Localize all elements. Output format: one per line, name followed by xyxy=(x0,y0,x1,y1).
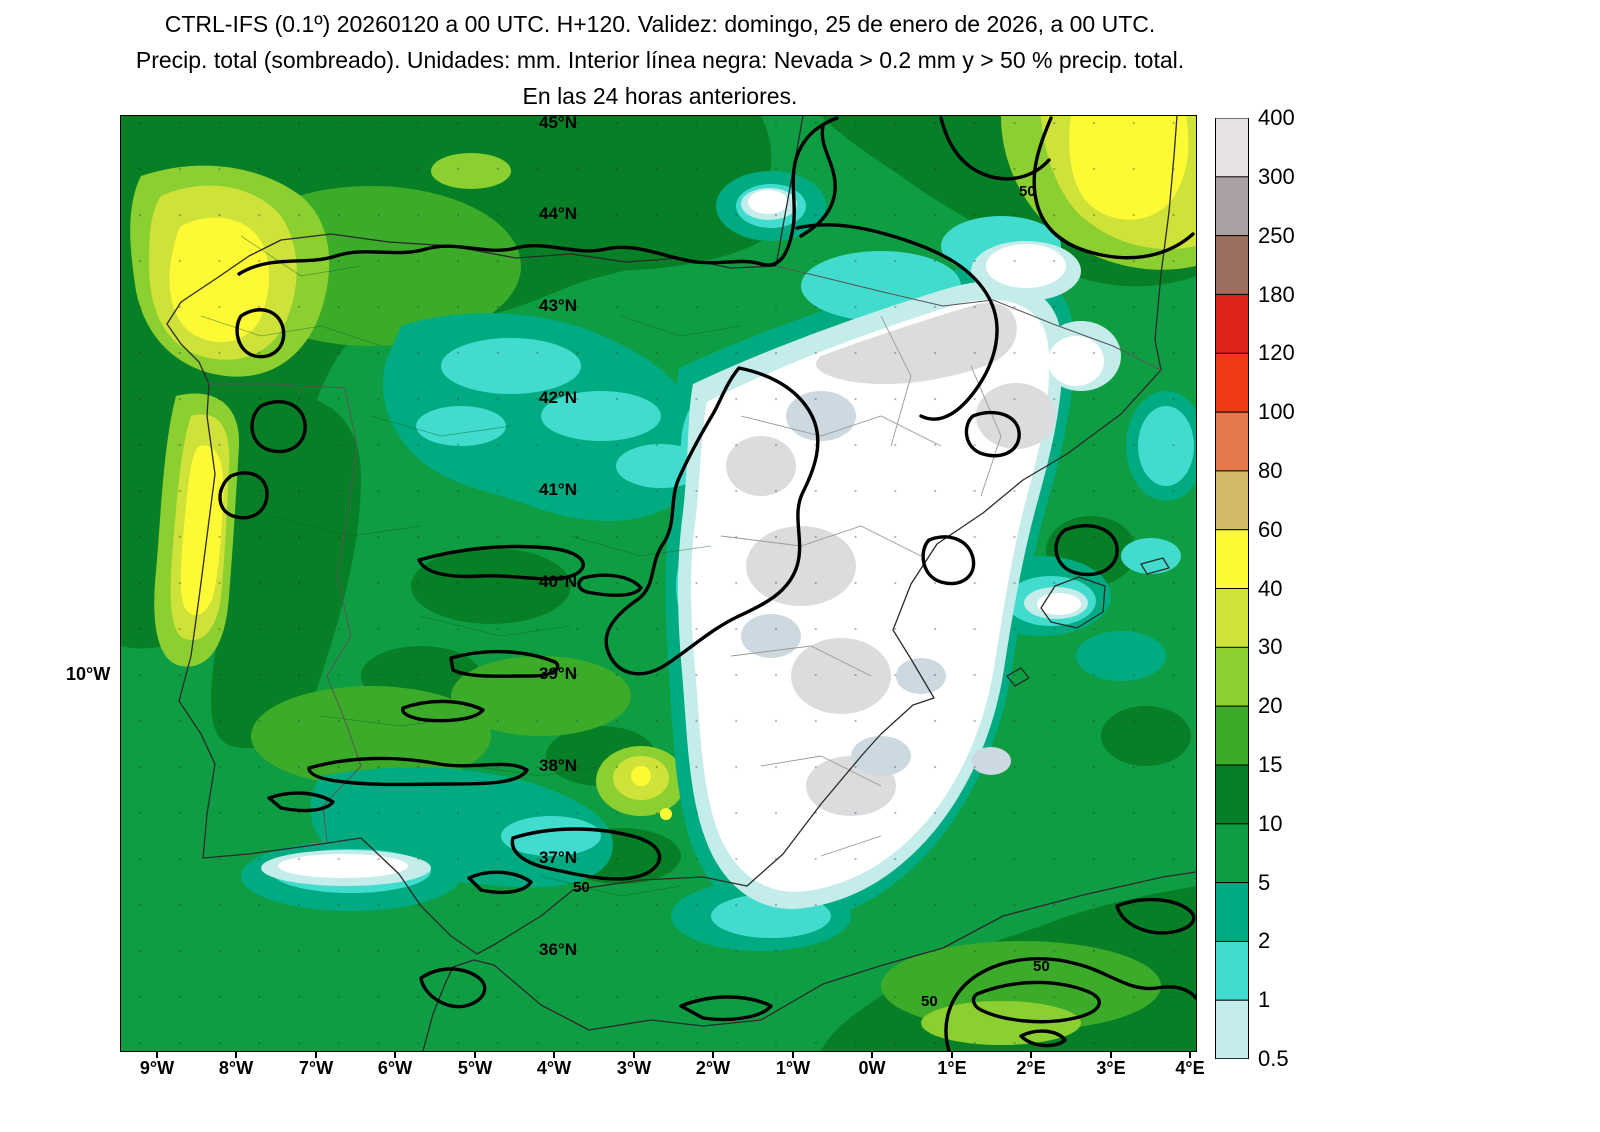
colorbar-segment xyxy=(1215,470,1249,531)
lat-label-44n: 44°N xyxy=(539,204,577,223)
contour-label-50: 50 xyxy=(1019,183,1036,200)
axis-tick xyxy=(553,1051,555,1058)
colorbar-segment xyxy=(1215,999,1249,1060)
lon-label-4w: 4°W xyxy=(536,1058,572,1078)
lon-label-6w: 6°W xyxy=(377,1058,413,1078)
title-line-3: En las 24 horas anteriores. xyxy=(522,83,798,109)
axis-tick xyxy=(1189,1051,1191,1058)
title-line-2: Precip. total (sombreado). Unidades: mm.… xyxy=(135,47,1185,73)
colorbar-segment xyxy=(1215,117,1249,178)
colorbar-scale xyxy=(1215,117,1249,1060)
axis-tick xyxy=(792,1051,794,1058)
colorbar-segment xyxy=(1215,823,1249,884)
colorbar-label: 1 xyxy=(1258,987,1271,1012)
colorbar-label: 400 xyxy=(1258,105,1295,130)
colorbar-segment xyxy=(1215,882,1249,943)
colorbar-label: 120 xyxy=(1258,340,1295,365)
lat-label-37n: 37°N xyxy=(539,848,577,867)
colorbar xyxy=(1215,117,1249,1060)
lon-label-9w: 9°W xyxy=(139,1058,175,1078)
axis-tick xyxy=(871,1051,873,1058)
colorbar-segment xyxy=(1215,940,1249,1001)
axis-tick xyxy=(712,1051,714,1058)
lon-label-8w: 8°W xyxy=(218,1058,254,1078)
lon-label-5w: 5°W xyxy=(457,1058,493,1078)
contour-label-50: 50 xyxy=(1033,958,1050,975)
lon-label-7w: 7°W xyxy=(298,1058,334,1078)
axis-tick xyxy=(156,1051,158,1058)
colorbar-label: 40 xyxy=(1258,576,1283,601)
axis-tick xyxy=(951,1051,953,1058)
axis-tick xyxy=(394,1051,396,1058)
precipitation-map: 50 50 50 50 45°N 44°N 43°N 42°N 41°N 40°… xyxy=(121,116,1196,1051)
lon-label-4e: 4°E xyxy=(1175,1058,1205,1078)
colorbar-segment xyxy=(1215,705,1249,766)
colorbar-label: 300 xyxy=(1258,164,1295,189)
colorbar-label: 20 xyxy=(1258,693,1283,718)
colorbar-segment xyxy=(1215,588,1249,648)
axis-tick xyxy=(1030,1051,1032,1058)
lon-label-2w: 2°W xyxy=(695,1058,731,1078)
colorbar-segment xyxy=(1215,411,1249,472)
colorbar-segment xyxy=(1215,646,1249,707)
colorbar-label: 100 xyxy=(1258,399,1295,424)
axis-tick xyxy=(235,1051,237,1058)
graticule-dots xyxy=(121,116,1196,1051)
colorbar-label: 30 xyxy=(1258,634,1283,659)
lat-label-39n: 39°N xyxy=(539,664,577,683)
colorbar-label: 60 xyxy=(1258,517,1283,542)
colorbar-label: 180 xyxy=(1258,282,1295,307)
colorbar-segment xyxy=(1215,293,1249,354)
lat-label-42n: 42°N xyxy=(539,388,577,407)
map-area: 50 50 50 50 45°N 44°N 43°N 42°N 41°N 40°… xyxy=(120,115,1197,1052)
colorbar-segment xyxy=(1215,764,1249,825)
title-line-1: CTRL-IFS (0.1º) 20260120 a 00 UTC. H+120… xyxy=(164,11,1156,37)
lat-label-40n: 40°N xyxy=(539,572,577,591)
lat-label-36n: 36°N xyxy=(539,940,577,959)
chart-title-block: CTRL-IFS (0.1º) 20260120 a 00 UTC. H+120… xyxy=(0,6,1320,114)
left-axis-label: 10°W xyxy=(66,664,111,684)
snow-contours xyxy=(218,116,1196,1051)
lon-label-3e: 3°E xyxy=(1096,1058,1126,1078)
colorbar-label: 250 xyxy=(1258,223,1295,248)
axis-tick xyxy=(1110,1051,1112,1058)
axis-tick xyxy=(474,1051,476,1058)
lat-label-43n: 43°N xyxy=(539,296,577,315)
contour-labels: 50 50 50 50 xyxy=(573,183,1050,1010)
colorbar-segment xyxy=(1215,352,1249,413)
lat-label-45n: 45°N xyxy=(539,116,577,132)
axis-tick xyxy=(633,1051,635,1058)
lat-label-38n: 38°N xyxy=(539,756,577,775)
colorbar-segment xyxy=(1215,529,1249,590)
colorbar-label: 0.5 xyxy=(1258,1046,1289,1071)
colorbar-segment xyxy=(1215,235,1249,296)
colorbar-label: 10 xyxy=(1258,811,1283,836)
lat-label-41n: 41°N xyxy=(539,480,577,499)
lon-label-3w: 3°W xyxy=(616,1058,652,1078)
colorbar-label: 80 xyxy=(1258,458,1283,483)
colorbar-label: 2 xyxy=(1258,928,1271,953)
contour-label-50: 50 xyxy=(573,879,590,896)
lon-label-1e: 1°E xyxy=(937,1058,967,1078)
axis-tick xyxy=(315,1051,317,1058)
lon-label-0: 0W xyxy=(858,1058,886,1078)
colorbar-segment xyxy=(1215,176,1249,237)
lon-label-1w: 1°W xyxy=(775,1058,811,1078)
lon-label-2e: 2°E xyxy=(1016,1058,1046,1078)
colorbar-label: 5 xyxy=(1258,870,1271,895)
latitude-labels: 45°N 44°N 43°N 42°N 41°N 40°N 39°N 38°N … xyxy=(539,116,577,959)
contour-label-50: 50 xyxy=(921,993,938,1010)
colorbar-label: 15 xyxy=(1258,752,1283,777)
